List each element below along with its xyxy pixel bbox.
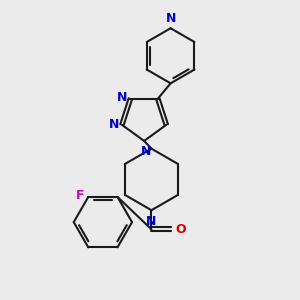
Text: O: O [175, 223, 186, 236]
Text: N: N [140, 145, 151, 158]
Text: N: N [165, 12, 176, 25]
Text: N: N [117, 91, 128, 104]
Text: F: F [75, 189, 84, 202]
Text: N: N [146, 214, 157, 228]
Text: N: N [109, 118, 119, 131]
